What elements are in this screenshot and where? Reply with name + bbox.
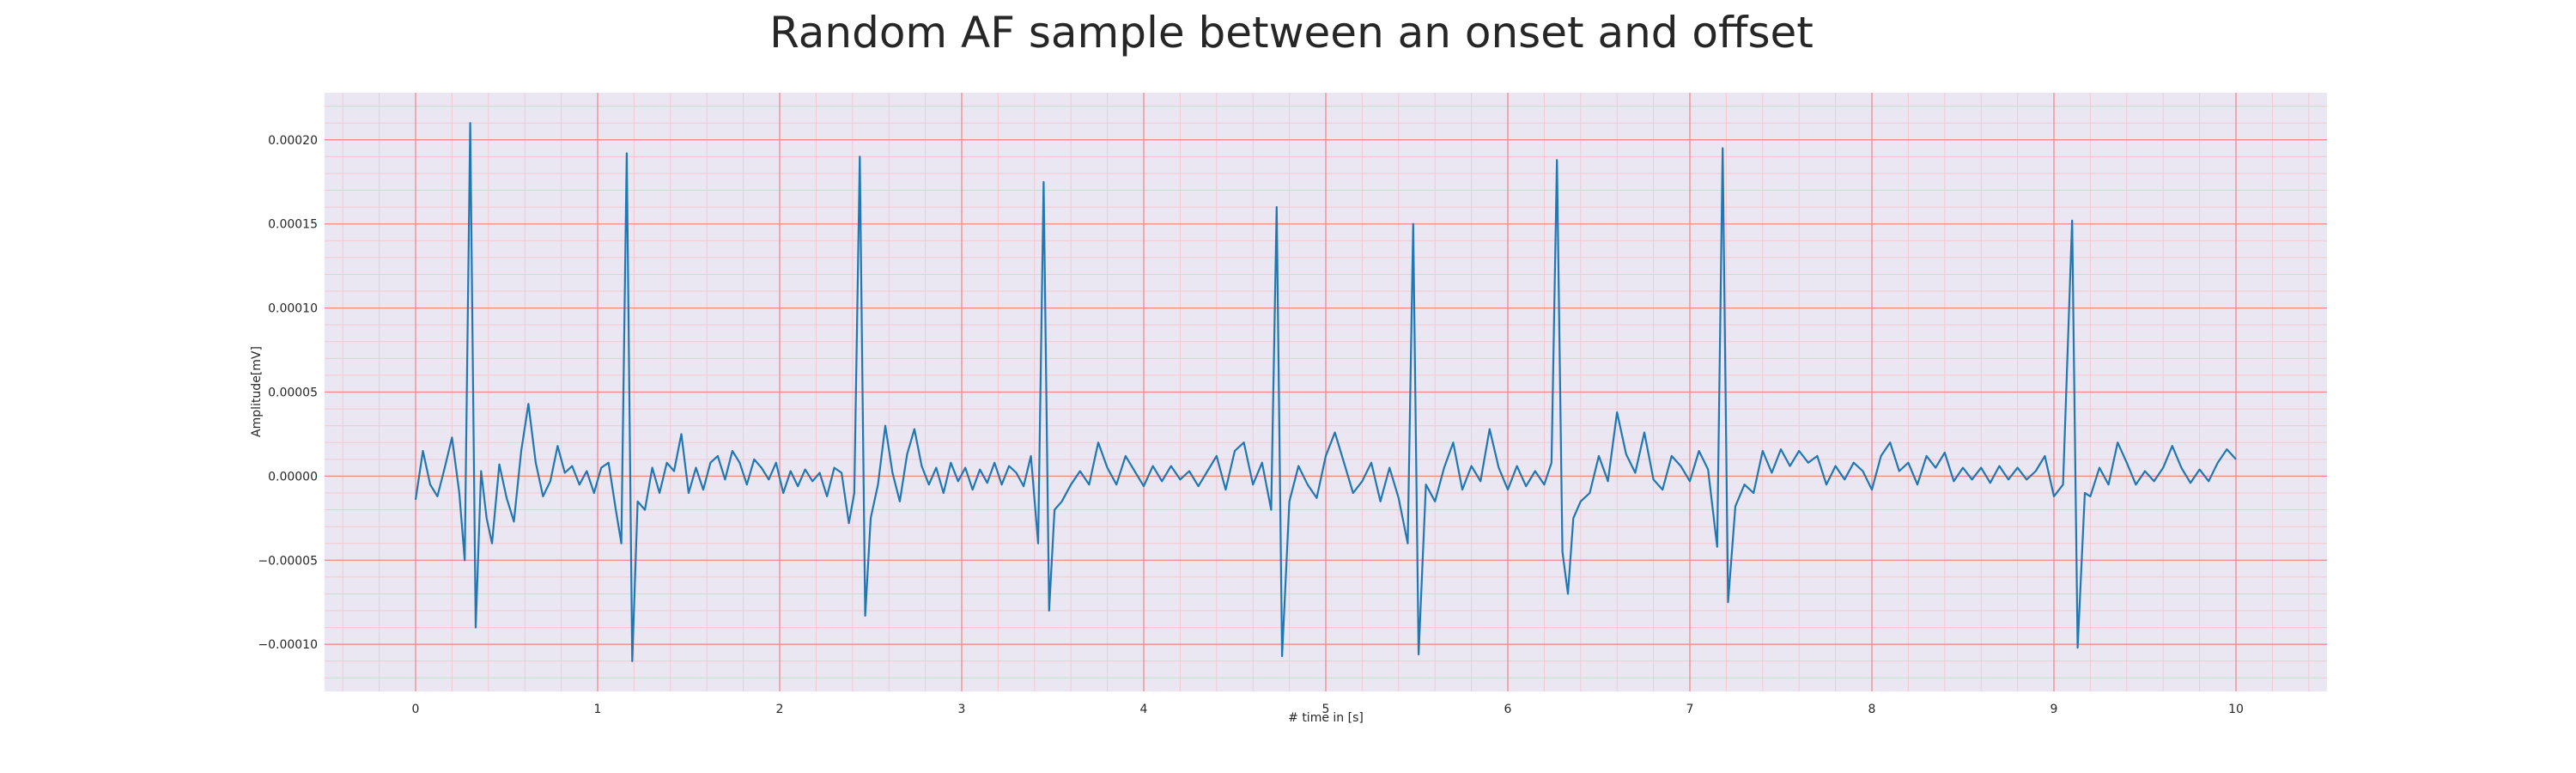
x-tick-label: 6 [1504, 703, 1512, 716]
x-axis-label: # time in [s] [1288, 711, 1364, 725]
y-axis-label: Amplitude[mV] [250, 346, 264, 437]
y-tick-label: 0.00005 [268, 386, 318, 400]
x-tick-label: 8 [1868, 703, 1876, 716]
y-tick-label: 0.00010 [268, 302, 318, 316]
series-line [414, 122, 2237, 662]
x-tick-label: 0 [412, 703, 420, 716]
x-tick-label: 9 [2050, 703, 2058, 716]
y-tick-labels: −0.00010 −0.00005 0.00000 0.00005 0.00010 0.0… [258, 134, 318, 652]
x-tick-label: 10 [2228, 703, 2244, 716]
y-tick-label: −0.00010 [258, 638, 318, 652]
y-tick-label: 0.00020 [268, 134, 318, 148]
x-tick-label: 3 [958, 703, 966, 716]
y-tick-label: 0.00000 [268, 470, 318, 484]
x-tick-label: 2 [776, 703, 784, 716]
x-tick-label: 5 [1322, 703, 1330, 716]
major-grid [325, 93, 2327, 691]
x-tick-labels: 0 1 2 3 4 5 6 7 8 9 10 [412, 703, 2244, 716]
y-tick-label: −0.00005 [258, 554, 318, 568]
x-tick-label: 7 [1686, 703, 1694, 716]
y-tick-label: 0.00015 [268, 218, 318, 232]
x-tick-label: 1 [594, 703, 602, 716]
x-tick-label: 4 [1140, 703, 1148, 716]
chart-title: Random AF sample between an onset and of… [769, 8, 1814, 58]
